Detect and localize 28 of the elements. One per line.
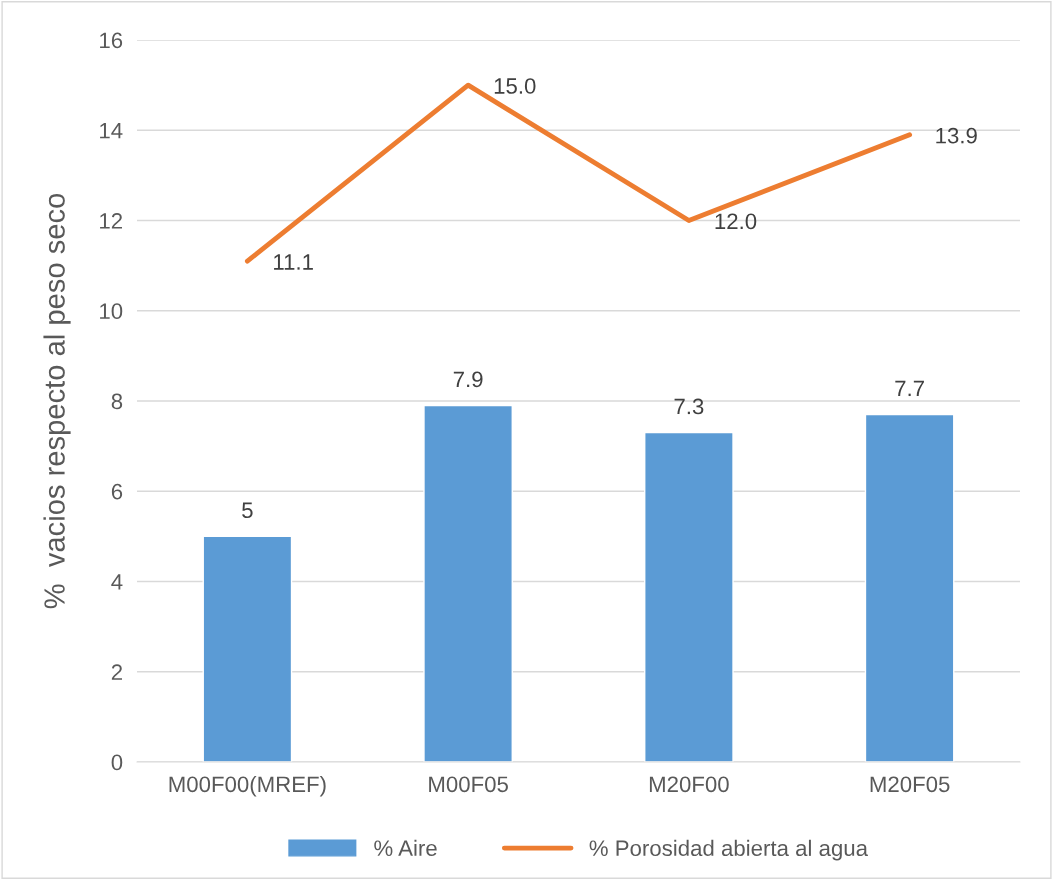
y-tick-label: 12: [100, 213, 122, 229]
y-tick-label: 4: [111, 574, 123, 590]
y-tick-label: 2: [111, 664, 122, 680]
bar: [864, 413, 955, 762]
data-label: 15.0: [494, 78, 536, 94]
data-label: 13.9: [936, 127, 977, 144]
bar: [644, 431, 734, 762]
y-tick-label: 6: [111, 483, 123, 500]
y-axis-title: % vacios respecto al peso seco: [43, 193, 71, 609]
legend-label: % Aire: [374, 839, 437, 857]
data-label: 7.7: [895, 380, 924, 397]
y-tick-label: 16: [100, 32, 123, 49]
data-label: 7.9: [453, 371, 483, 388]
y-tick-label: 0: [111, 754, 123, 771]
data-label: 11.1: [274, 254, 313, 270]
bar: [423, 404, 513, 762]
legend-label: % Porosidad abierta al agua: [589, 839, 868, 861]
x-tick-label: M20F05: [870, 776, 950, 793]
data-label: 5: [242, 502, 253, 519]
data-label: 7.3: [674, 398, 704, 415]
x-tick-label: M20F00: [649, 776, 729, 793]
x-tick-label: M00F05: [429, 776, 508, 793]
y-tick-label: 14: [100, 123, 123, 139]
data-label: 12.0: [715, 213, 757, 230]
bar: [202, 535, 293, 762]
x-tick-label: M00F00(MREF): [169, 775, 326, 797]
y-tick-label: 8: [111, 393, 123, 410]
y-tick-label: 10: [100, 303, 123, 320]
